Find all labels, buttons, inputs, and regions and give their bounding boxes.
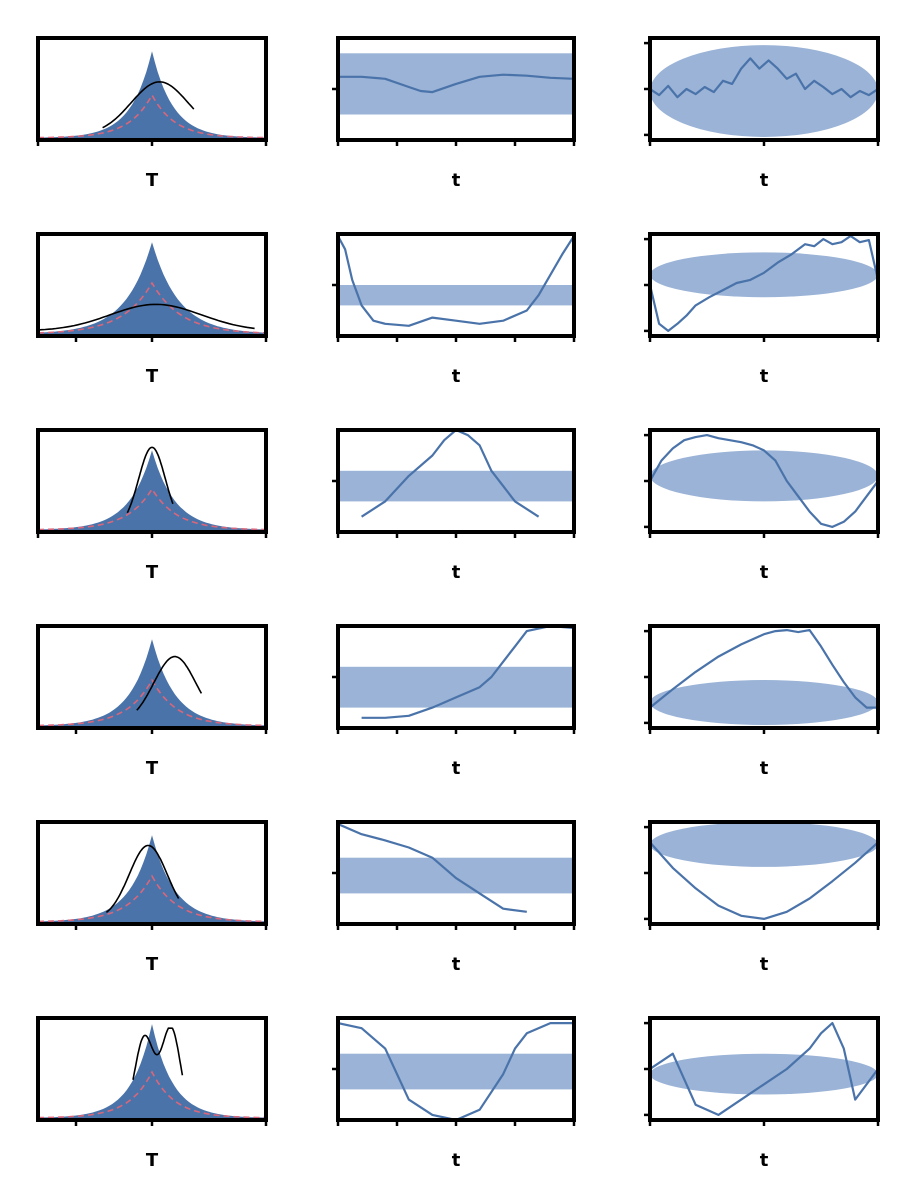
- chart-3-2-band: [338, 470, 574, 502]
- chart-3-2-xlabel: t: [452, 562, 461, 583]
- chart-2-2: t: [332, 232, 576, 387]
- chart-4-1-distribution-fill: [38, 639, 266, 728]
- chart-2-3-band: [650, 252, 878, 298]
- chart-1-3-xlabel: t: [760, 170, 769, 191]
- chart-4-1-estimate-curve: [136, 655, 203, 711]
- chart-6-2-plot-area: [338, 1022, 574, 1120]
- chart-1-3-plot-area: [650, 45, 878, 137]
- chart-5-1-estimate-curve: [105, 844, 180, 914]
- chart-4-2-band: [338, 666, 574, 708]
- chart-3-2-series-line-1: [361, 430, 540, 518]
- chart-3-2-plot-area: [338, 430, 574, 518]
- chart-5-3-xlabel: t: [760, 954, 769, 975]
- chart-5-2-plot-area: [338, 822, 574, 913]
- chart-3-3-xlabel: t: [760, 562, 769, 583]
- chart-1-1: T: [36, 36, 268, 191]
- chart-5-3-plot-area: [650, 822, 878, 920]
- chart-4-2-plot-area: [338, 626, 574, 719]
- chart-5-3: t: [644, 820, 880, 975]
- chart-2-2-series-line-1: [338, 235, 574, 327]
- chart-6-3-band: [650, 1053, 878, 1095]
- chart-1-1-plot-area: [38, 51, 266, 140]
- chart-4-3-plot-area: [650, 629, 878, 725]
- chart-6-2-xlabel: t: [452, 1150, 461, 1171]
- chart-2-1-distribution-fill: [38, 242, 266, 336]
- chart-6-2-band: [338, 1053, 574, 1090]
- chart-1-1-xlabel: T: [146, 170, 159, 191]
- chart-6-3-xlabel: t: [760, 1150, 769, 1171]
- chart-3-1: T: [36, 428, 268, 583]
- chart-3-3-series-line-1: [650, 434, 878, 528]
- chart-2-3-series-line-1: [650, 234, 878, 332]
- chart-4-3-band: [650, 680, 878, 725]
- chart-6-1-xlabel: T: [146, 1150, 159, 1171]
- chart-6-1-plot-area: [38, 1024, 266, 1120]
- chart-5-1-reference-curve: [38, 874, 266, 923]
- chart-3-1-distribution-fill: [38, 450, 266, 532]
- chart-1-1-distribution-fill: [38, 51, 266, 140]
- chart-6-3: t: [644, 1016, 880, 1171]
- chart-2-3-xlabel: t: [760, 366, 769, 387]
- chart-4-2-series-line-1: [361, 626, 574, 719]
- chart-2-1-plot-area: [38, 242, 266, 336]
- chart-3-2: t: [332, 428, 576, 583]
- chart-2-1-estimate-curve: [38, 303, 255, 331]
- chart-1-3-series-line-1: [650, 57, 878, 99]
- chart-4-1-reference-curve: [38, 678, 266, 727]
- chart-1-1-estimate-curve: [102, 81, 195, 129]
- chart-4-2: t: [332, 624, 576, 779]
- chart-1-2-series-line-1: [338, 73, 574, 94]
- chart-4-1-xlabel: T: [146, 758, 159, 779]
- chart-4-3-series-line-1: [650, 629, 878, 709]
- chart-5-1: T: [36, 820, 268, 975]
- chart-3-3-plot-area: [650, 434, 878, 528]
- chart-2-2-band: [338, 285, 574, 306]
- chart-5-2-series-line-1: [338, 822, 527, 913]
- chart-5-3-series-line-1: [650, 841, 878, 920]
- chart-2-1-xlabel: T: [146, 366, 159, 387]
- chart-6-2-series-line-1: [338, 1022, 574, 1120]
- chart-4-3-xlabel: t: [760, 758, 769, 779]
- chart-2-3-plot-area: [650, 234, 878, 332]
- chart-2-2-plot-area: [338, 235, 574, 327]
- chart-1-2: t: [332, 36, 576, 191]
- chart-5-2-band: [338, 857, 574, 894]
- chart-5-1-plot-area: [38, 835, 266, 924]
- chart-3-3: t: [644, 428, 880, 583]
- chart-4-3: t: [644, 624, 880, 779]
- chart-6-1-reference-curve: [38, 1070, 266, 1119]
- chart-3-1-xlabel: T: [146, 562, 159, 583]
- chart-2-2-xlabel: t: [452, 366, 461, 387]
- chart-5-2-xlabel: t: [452, 954, 461, 975]
- chart-4-1-plot-area: [38, 639, 266, 728]
- chart-5-1-xlabel: T: [146, 954, 159, 975]
- chart-4-2-xlabel: t: [452, 758, 461, 779]
- chart-2-3: t: [644, 232, 880, 387]
- chart-3-1-plot-area: [38, 446, 266, 532]
- chart-1-2-plot-area: [338, 53, 574, 115]
- chart-1-3-band: [650, 45, 878, 137]
- chart-3-1-estimate-curve: [126, 446, 174, 514]
- chart-1-3: t: [644, 36, 880, 191]
- chart-6-3-series-line-1: [650, 1022, 878, 1116]
- chart-4-1: T: [36, 624, 268, 779]
- chart-5-3-band: [650, 822, 878, 867]
- chart-1-2-xlabel: t: [452, 170, 461, 191]
- chart-6-1: T: [36, 1016, 268, 1171]
- chart-5-1-distribution-fill: [38, 835, 266, 924]
- chart-2-1: T: [36, 232, 268, 387]
- chart-3-3-band: [650, 450, 878, 502]
- chart-2-1-reference-curve: [38, 281, 266, 334]
- chart-6-3-plot-area: [650, 1022, 878, 1116]
- chart-6-2: t: [332, 1016, 576, 1171]
- chart-1-1-reference-curve: [38, 93, 266, 139]
- chart-5-2: t: [332, 820, 576, 975]
- chart-6-1-estimate-curve: [132, 1027, 184, 1080]
